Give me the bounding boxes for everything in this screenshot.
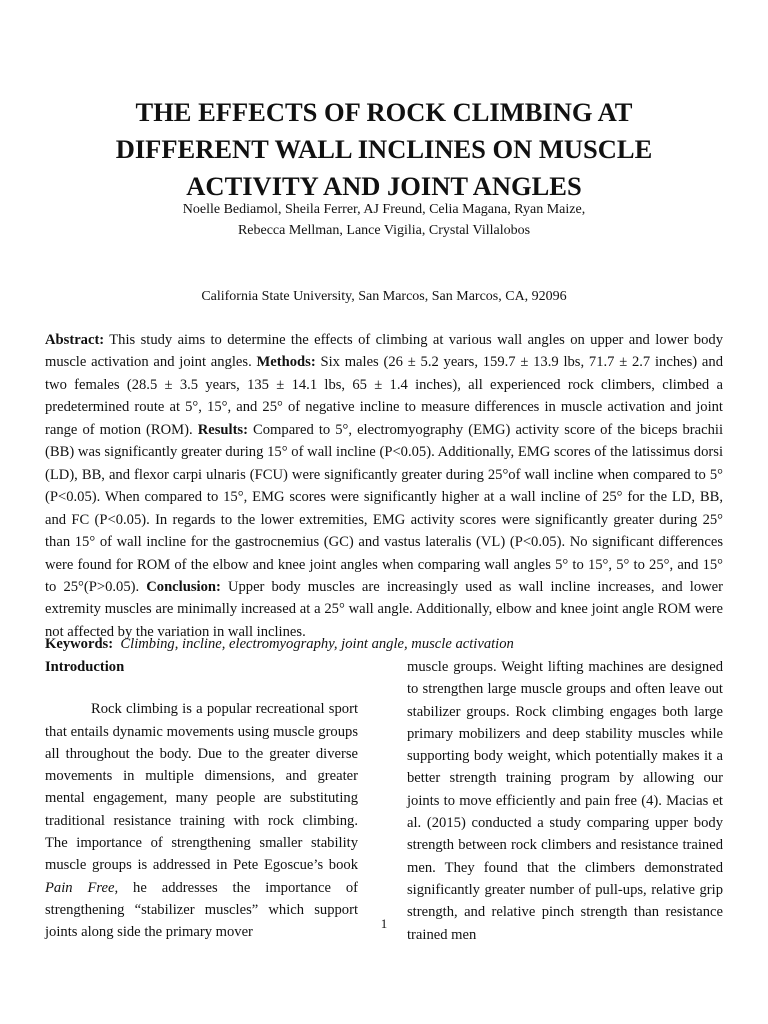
results-text: Compared to 5°, electromyography (EMG) a… bbox=[45, 421, 723, 595]
conclusion-label: Conclusion: bbox=[146, 578, 221, 595]
book-title: Pain Free, bbox=[45, 879, 119, 896]
title-line: THE EFFECTS OF ROCK CLIMBING AT bbox=[135, 97, 633, 127]
page-number: 1 bbox=[380, 916, 388, 931]
right-column: muscle groups. Weight lifting machines a… bbox=[407, 656, 723, 946]
abstract-intro: This study aims to determine the effects… bbox=[45, 332, 723, 371]
authors: Noelle Bediamol, Sheila Ferrer, AJ Freun… bbox=[40, 199, 728, 241]
abstract: Abstract: This study aims to determine t… bbox=[45, 329, 723, 643]
results-label: Results: bbox=[197, 421, 248, 438]
section-heading-introduction: Introduction bbox=[45, 659, 125, 675]
conclusion-text: Upper body muscles are increasingly used… bbox=[45, 578, 723, 640]
keywords-label: Keywords: bbox=[45, 636, 114, 652]
intro-text: Rock climbing is a popular recreational … bbox=[45, 701, 358, 874]
title-line: DIFFERENT WALL INCLINES ON MUSCLE bbox=[115, 134, 653, 164]
intro-paragraph-continued: muscle groups. Weight lifting machines a… bbox=[407, 659, 723, 943]
left-column: Introduction Rock climbing is a popular … bbox=[45, 656, 358, 944]
methods-label: Methods: bbox=[256, 354, 316, 371]
abstract-label: Abstract: bbox=[45, 332, 105, 348]
intro-paragraph: Rock climbing is a popular recreational … bbox=[45, 698, 358, 943]
keywords-value: Climbing, incline, electromyography, joi… bbox=[120, 636, 514, 652]
paper-title: THE EFFECTS OF ROCK CLIMBING AT DIFFEREN… bbox=[40, 94, 728, 205]
keywords: Keywords: Climbing, incline, electromyog… bbox=[45, 636, 514, 653]
methods-text: Six males (26 ± 5.2 years, 159.7 ± 13.9 … bbox=[45, 354, 723, 438]
intro-text: he addresses the importance of strengthe… bbox=[45, 879, 358, 941]
affiliation: California State University, San Marcos,… bbox=[201, 289, 567, 304]
authors-line: Rebecca Mellman, Lance Vigilia, Crystal … bbox=[237, 223, 531, 238]
title-line: ACTIVITY AND JOINT ANGLES bbox=[186, 171, 582, 201]
authors-line: Noelle Bediamol, Sheila Ferrer, AJ Freun… bbox=[182, 202, 586, 217]
